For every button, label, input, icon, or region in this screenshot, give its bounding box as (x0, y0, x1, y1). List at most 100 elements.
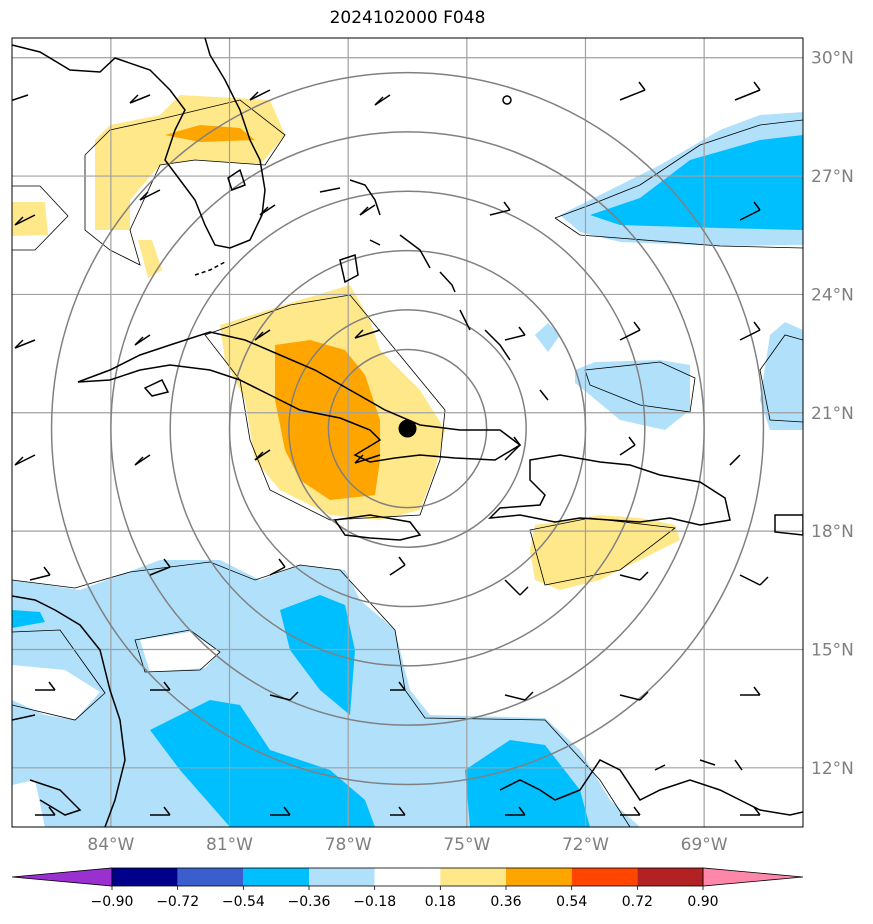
map-plot-area (12, 38, 803, 827)
colorbar: −0.90 −0.72 −0.54 −0.36 −0.18 0.18 0.36 0.54 0.7… (11, 867, 804, 910)
wind-barb (14, 339, 36, 349)
positive-anomaly-florida (95, 95, 285, 230)
wind-barb (254, 329, 271, 341)
wind-barb (504, 326, 526, 341)
latitude-label: 24°N (811, 285, 854, 305)
latitude-label: 27°N (811, 167, 854, 187)
bermuda-islet (502, 95, 512, 105)
range-ring (169, 190, 646, 667)
longitude-label: 84°W (87, 835, 134, 855)
wind-barb (619, 571, 649, 581)
latitude-label: 21°N (811, 404, 854, 424)
wind-barb (354, 454, 381, 464)
neutral-hole-1 (140, 632, 220, 672)
range-ring (228, 249, 587, 608)
latitude-label: 15°N (811, 640, 854, 660)
puerto-rico-coast (774, 514, 803, 536)
wind-barb (269, 691, 299, 701)
map-frame (11, 37, 804, 828)
colorbar-extend-low (11, 867, 113, 887)
map-title: 2024102000 F048 (329, 8, 486, 28)
negative-anomaly-east (760, 322, 803, 430)
wind-barb (504, 436, 521, 461)
colorbar-label: 0.72 (622, 894, 653, 910)
colorbar-label: 0.54 (556, 894, 587, 910)
strong-positive-anomaly-region (275, 340, 380, 500)
wind-barb (150, 806, 171, 816)
latitude-labels: 30°N 27°N 24°N 21°N 18°N 15°N 12°N (811, 49, 854, 779)
longitude-label: 72°W (562, 835, 609, 855)
wind-barb (249, 89, 271, 101)
colorbar-label: 0.36 (490, 894, 521, 910)
south-america-coast (499, 759, 803, 816)
contour-lines (12, 99, 803, 827)
positive-anomaly-west (12, 202, 48, 236)
wind-barb (390, 806, 406, 816)
colorbar-label: −0.36 (288, 894, 331, 910)
longitude-label: 75°W (443, 835, 490, 855)
wind-barb (739, 574, 769, 586)
central-america-coast (12, 595, 126, 827)
colorbar-extend-high (702, 867, 804, 887)
wind-barb (29, 566, 51, 581)
wind-barb (619, 436, 636, 456)
wind-barb (619, 321, 641, 341)
central-america-inland (12, 714, 82, 816)
bahamas (319, 179, 549, 401)
wind-barb (504, 579, 529, 596)
wind-barb (390, 681, 406, 691)
lesser-antilles (654, 759, 743, 771)
wind-barb (269, 558, 286, 576)
wind-barb (149, 558, 171, 576)
colorbar-segment (309, 868, 375, 886)
colorbar-label: −0.90 (91, 894, 134, 910)
wind-barbs (12, 81, 769, 816)
florida-coast (12, 38, 266, 249)
range-rings (50, 71, 765, 786)
wind-barb (740, 806, 761, 816)
wind-barb (504, 691, 534, 701)
latitude-label: 30°N (811, 49, 854, 69)
neutral-hole-2 (12, 665, 100, 720)
colorbar-segment (177, 868, 244, 886)
wind-barb (619, 81, 646, 101)
range-ring (288, 309, 527, 548)
colorbar-segment (112, 868, 178, 886)
wind-barb (35, 681, 56, 691)
wind-barb (734, 81, 761, 101)
colorbar-label: −0.72 (156, 894, 199, 910)
colorbar-label: −0.54 (222, 894, 265, 910)
wind-barb (134, 454, 151, 466)
colorbar-segment (243, 868, 309, 886)
strong-negative-anomaly-atlantic (590, 135, 803, 230)
latitude-label: 12°N (811, 759, 854, 779)
wind-barb (14, 454, 36, 466)
range-ring (50, 71, 765, 786)
wind-barb (489, 201, 511, 216)
hispaniola-coast (487, 454, 731, 526)
range-ring (327, 348, 488, 509)
wind-barb (729, 454, 741, 466)
wind-barb (35, 806, 56, 816)
lake-okeechobee (227, 168, 246, 191)
range-ring (110, 131, 705, 726)
wind-barb (14, 214, 36, 226)
wind-barb (739, 321, 761, 341)
wind-barb (139, 189, 161, 201)
wind-barb (129, 94, 151, 104)
wind-barb (354, 329, 381, 339)
jamaica-coast (333, 514, 422, 541)
wind-barb (254, 449, 271, 461)
wind-barb (12, 94, 29, 102)
wind-barb (505, 806, 526, 816)
wind-barb (259, 204, 276, 216)
colorbar-label: 0.18 (425, 894, 456, 910)
wind-barb (134, 334, 151, 346)
isle-of-youth (143, 379, 170, 397)
longitude-label: 69°W (681, 835, 728, 855)
positive-anomaly-hispaniola (530, 515, 680, 590)
wind-barb (270, 806, 291, 816)
colorbar-label: 0.90 (687, 894, 718, 910)
colorbar-border (111, 867, 704, 887)
